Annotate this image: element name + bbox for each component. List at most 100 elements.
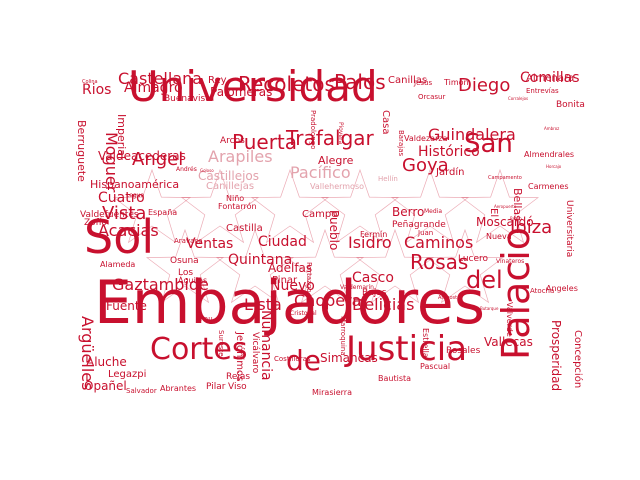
- word-bonita: Bonita: [556, 99, 585, 110]
- word-jesus: Jesús: [414, 79, 433, 88]
- word-sureste: Sureste: [216, 330, 225, 357]
- word-colina: Colina: [82, 78, 98, 85]
- word-jardin: Jardín: [436, 166, 465, 178]
- star-outline: [180, 168, 260, 244]
- word-legazpi: Legazpi: [108, 368, 147, 380]
- word-adelfas: Adelfas: [268, 261, 313, 276]
- word-estrella: Estrella: [420, 328, 430, 358]
- word-aravaca: Aravaca: [174, 237, 203, 246]
- star-outline: [215, 228, 295, 304]
- word-moscardo: Moscardó: [476, 215, 534, 230]
- word-canillas: Canillas: [388, 74, 428, 86]
- word-casco: Casco: [352, 269, 394, 286]
- word-historico: Histórico: [418, 143, 480, 160]
- star-outline: [355, 228, 435, 304]
- word-valverde: Valverde: [504, 302, 514, 337]
- word-rey: Rey: [208, 74, 227, 86]
- word-penagrande: Peñagrande: [392, 219, 446, 230]
- star-outline: [425, 228, 505, 304]
- star-outline: [112, 168, 192, 244]
- word-barajas: Barajas: [396, 130, 405, 157]
- word-abrantes: Abrantes: [160, 384, 197, 394]
- word-rios: Rios: [82, 81, 112, 98]
- word-mirasierra: Mirasierra: [312, 388, 352, 398]
- word-legua: Legua: [126, 192, 145, 200]
- word-goya: Goya: [402, 155, 449, 177]
- word-justicia: Justicia: [346, 329, 468, 370]
- word-universidad: Universidad: [128, 61, 378, 111]
- word-vallecas: Vallecas: [484, 335, 533, 350]
- word-chopera: Chopera: [294, 290, 362, 310]
- word-piovera: Piovera: [336, 122, 344, 145]
- word-castillejos: Castillejos: [198, 169, 260, 184]
- word-cuatro: Cuatro: [98, 189, 145, 206]
- word-los: Los: [178, 267, 194, 278]
- star-outline: [460, 168, 540, 244]
- word-cristobal: Cristobal: [290, 310, 317, 318]
- star-outline: [390, 168, 470, 244]
- word-buenavista: Buenavista: [164, 93, 215, 104]
- word-costilleras: Costilleras: [274, 355, 311, 364]
- word-canillejas: Canillejas: [206, 180, 255, 192]
- word-arapiles: Arapiles: [208, 146, 273, 166]
- word-quintana: Quintana: [228, 251, 293, 268]
- star-outline: [250, 168, 330, 244]
- word-berruguete: Berruguete: [75, 120, 89, 182]
- word-alegre: Alegre: [318, 153, 354, 167]
- word-berro: Berro: [392, 205, 425, 220]
- word-valdezarza: Valdezarza: [404, 134, 448, 144]
- word-nuevo: Nuevo: [270, 277, 315, 294]
- word-osuna: Osuna: [170, 255, 199, 266]
- star-outline: [145, 228, 225, 304]
- word-amposta: Amposta: [438, 294, 461, 301]
- word-ambroz: Ambroz: [544, 125, 560, 131]
- word-campo: Campo: [302, 208, 338, 220]
- word-de: de: [286, 344, 321, 378]
- word-vista: Vista: [102, 203, 147, 225]
- word-media: Media: [424, 208, 443, 216]
- word-casa: Casa: [380, 110, 392, 135]
- word-acacias: Acacias: [98, 220, 159, 240]
- word-corralejos: Corralejos: [508, 95, 529, 101]
- word-castilla: Castilla: [226, 222, 263, 234]
- word-retiro: Retiro: [510, 215, 522, 221]
- word-diego: Diego: [458, 75, 511, 97]
- word-del: del: [466, 266, 503, 295]
- word-valdefuentes: Valdefuentes: [80, 209, 139, 220]
- word-lista: Lista: [244, 294, 282, 314]
- word-palomeras: Palomeras: [210, 85, 273, 100]
- word-puerta: Puerta: [232, 129, 298, 154]
- word-fontarron: Fontarrón: [218, 202, 257, 212]
- word-alameda: Alameda: [100, 260, 136, 270]
- word-bajas: Bajas: [362, 287, 387, 298]
- word-rosas: Rosas: [410, 249, 469, 274]
- word-pinar: Pinar: [272, 274, 298, 286]
- word-simancas: Simancas: [320, 351, 378, 366]
- word-vicalvaro: Vicálvaro: [250, 332, 261, 374]
- word-pascual: Pascual: [420, 362, 451, 372]
- word-andres: Andrés: [176, 166, 197, 174]
- word-vinateros: Vinateros: [496, 258, 525, 266]
- word-guindalera: Guindalera: [428, 124, 516, 144]
- word-juan: Juan: [418, 229, 434, 238]
- word-carmenes: Carmenes: [528, 182, 569, 192]
- word-viso: Viso: [228, 381, 247, 392]
- word-atocha: Atocha: [530, 287, 555, 296]
- word-butarque: Butarque: [480, 305, 499, 311]
- word-angel: Angel: [132, 149, 184, 171]
- word-gaztambide: Gaztambide: [112, 274, 209, 294]
- word-aluche: Aluche: [86, 355, 127, 370]
- word-horcajo: Horcajo: [546, 163, 562, 169]
- word-ibiza: Ibiza: [510, 217, 553, 239]
- word-almagro: Almagro: [124, 79, 183, 96]
- word-trafalgar: Trafalgar: [286, 125, 374, 150]
- word-recoletos: Recoletos: [238, 71, 335, 96]
- word-angeles: Angeles: [546, 284, 578, 294]
- word-timon: Timón: [444, 78, 469, 88]
- word-campamento: Campamento: [488, 174, 522, 181]
- word-comillas: Comillas: [520, 69, 580, 86]
- word-opanel: Opañel: [84, 379, 127, 394]
- word-nino: Niño: [226, 194, 245, 204]
- word-portazgo: Portazgo: [304, 262, 313, 293]
- word-pradolongo: Pradolongo: [308, 110, 317, 150]
